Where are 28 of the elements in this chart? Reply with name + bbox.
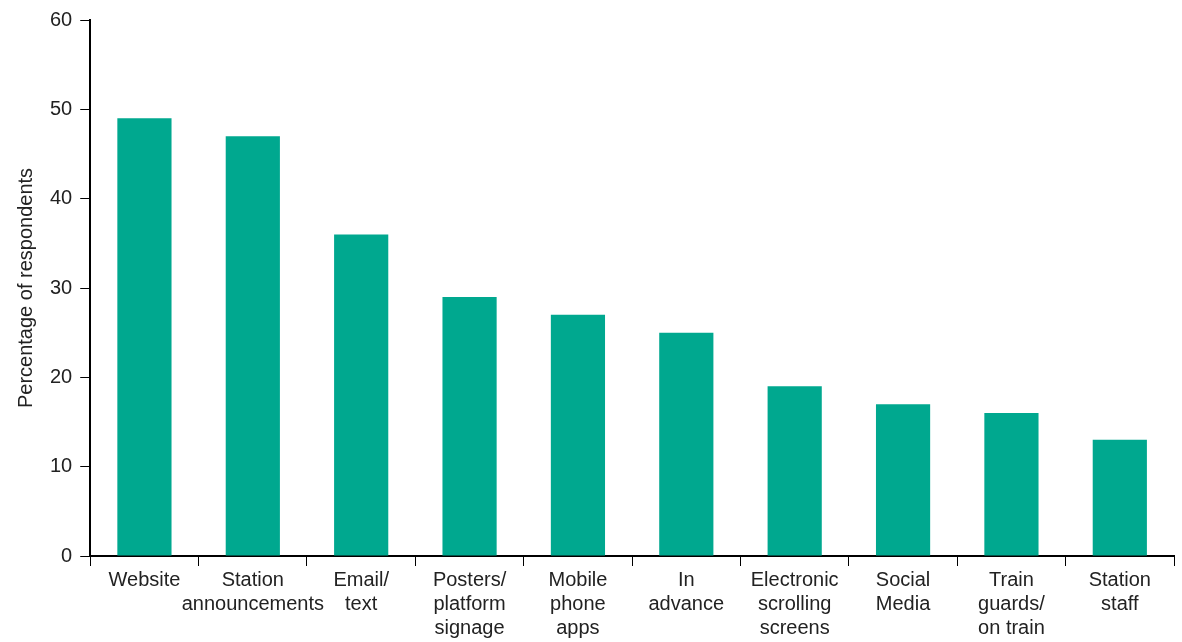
bar [334,234,389,556]
y-tick-label: 30 [50,275,73,298]
x-tick-label: Website [108,567,181,590]
bar [1092,439,1147,556]
bar [225,136,280,556]
y-tick-label: 40 [50,186,73,209]
x-tick-label: Electronic scrolling screens [750,567,839,638]
x-tick-label: Email/ text [333,567,390,614]
y-axis-title: Percentage of respondents [13,167,36,409]
bar [767,386,822,556]
x-tick-label: Social Media [875,567,932,614]
x-tick-label: In advance [648,567,725,614]
bar [550,314,606,556]
bar [984,413,1039,556]
bar [442,296,497,556]
y-tick-label: 60 [50,7,73,30]
x-tick-label: Mobile phone apps [548,567,608,638]
y-tick-label: 50 [50,96,73,119]
y-tick-label: 10 [50,454,73,477]
bar [875,404,931,556]
x-tick-label: Station staff [1088,567,1151,614]
x-tick-label: Train guards/ on train [978,567,1046,638]
y-tick-label: 20 [50,364,73,387]
x-tick-label: Posters/ platform signage [432,567,507,638]
bar [117,118,172,556]
y-tick-label: 0 [61,543,73,566]
bar [659,332,714,556]
x-tick-label: Station announcements [181,567,324,614]
